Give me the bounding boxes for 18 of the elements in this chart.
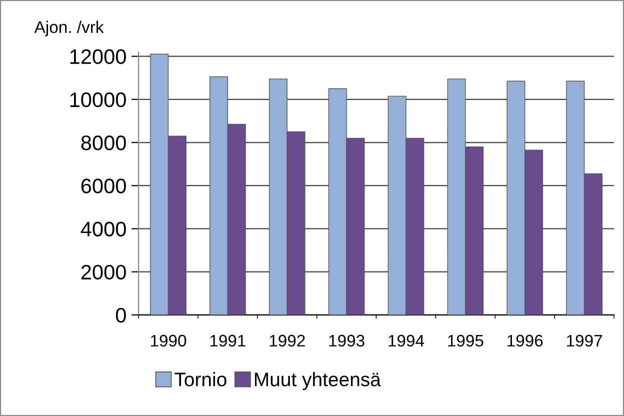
- y-tick-label: 8000: [81, 136, 126, 150]
- x-tick-label: 1991: [210, 334, 246, 347]
- y-tick-label: 10000: [70, 92, 126, 108]
- x-tick-label: 1990: [150, 334, 186, 347]
- y-tick-label: 2000: [81, 264, 126, 280]
- y-tick-label: 12000: [70, 49, 126, 64]
- x-tick-label: 1997: [567, 334, 602, 347]
- y-tick-label: 4000: [80, 222, 126, 236]
- y-tick-label: 0: [116, 308, 126, 323]
- x-tick-label: 1995: [448, 334, 484, 347]
- x-tick-label: 1994: [388, 334, 424, 347]
- legend-label: Tornio: [174, 372, 226, 386]
- legend-label: Muut yhteensä: [254, 372, 381, 390]
- y-axis-title: Ajon. /vrk: [34, 20, 104, 36]
- x-tick-label: 1993: [329, 334, 364, 347]
- x-tick-label: 1992: [270, 334, 305, 347]
- y-tick-label: 6000: [81, 178, 126, 194]
- x-tick-label: 1996: [508, 334, 543, 347]
